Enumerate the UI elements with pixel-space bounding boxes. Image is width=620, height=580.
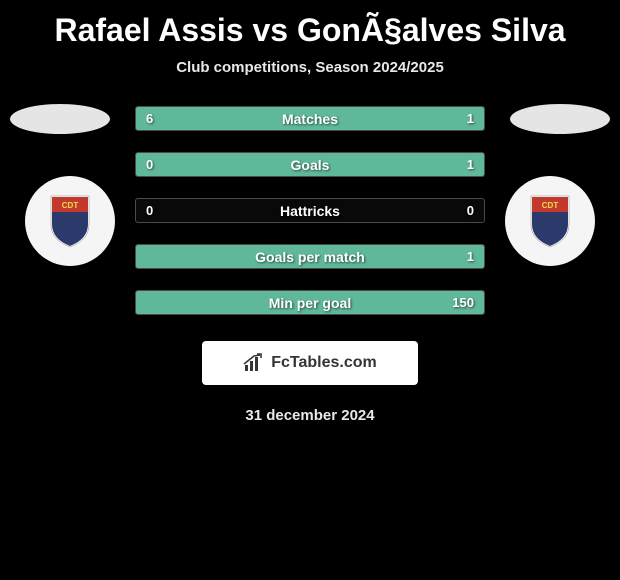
shield-icon: CDT	[49, 194, 91, 248]
stat-row: 150Min per goal	[135, 290, 485, 315]
stat-row: 0 0Hattricks	[135, 198, 485, 223]
branding-text: FcTables.com	[271, 354, 377, 372]
player-photo-left	[10, 104, 110, 134]
comparison-content: CDT CDT 61Matches 01Goals 0 0Hattricks 1Goal…	[0, 104, 620, 424]
shield-icon: CDT	[529, 194, 571, 248]
player-photo-right	[510, 104, 610, 134]
club-badge-left: CDT	[25, 176, 115, 266]
stat-value-right: 0	[467, 199, 474, 222]
stat-fill-left	[136, 107, 434, 130]
page-title: Rafael Assis vs GonÃ§alves Silva	[0, 0, 620, 49]
chart-icon	[243, 353, 265, 373]
stat-label: Hattricks	[136, 199, 484, 222]
stat-fill-right	[136, 153, 484, 176]
date-label: 31 december 2024	[0, 407, 620, 424]
page-subtitle: Club competitions, Season 2024/2025	[0, 59, 620, 76]
stat-row: 01Goals	[135, 152, 485, 177]
stat-row: 1Goals per match	[135, 244, 485, 269]
stat-fill-right	[136, 245, 484, 268]
stat-row: 61Matches	[135, 106, 485, 131]
badge-letters: CDT	[62, 201, 79, 210]
stat-bars: 61Matches 01Goals 0 0Hattricks 1Goals per ma…	[135, 104, 485, 315]
badge-letters: CDT	[542, 201, 559, 210]
branding-box: FcTables.com	[202, 341, 418, 385]
stat-value-left: 0	[146, 199, 153, 222]
stat-fill-right	[434, 107, 484, 130]
club-badge-right: CDT	[505, 176, 595, 266]
stat-fill-right	[136, 291, 484, 314]
